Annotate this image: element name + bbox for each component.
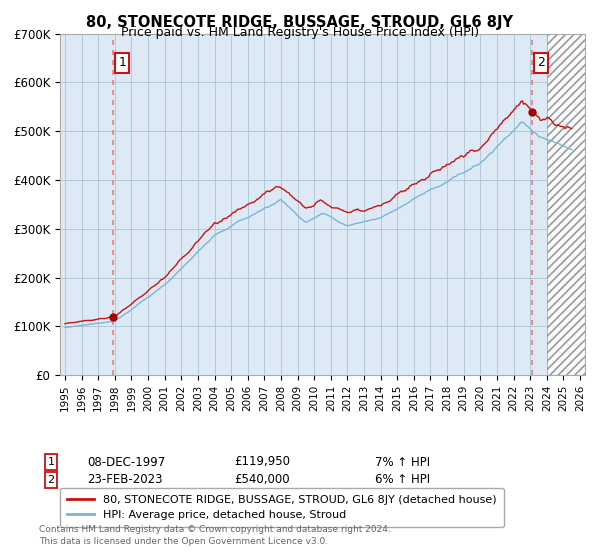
- Text: Price paid vs. HM Land Registry's House Price Index (HPI): Price paid vs. HM Land Registry's House …: [121, 26, 479, 39]
- Legend: 80, STONECOTE RIDGE, BUSSAGE, STROUD, GL6 8JY (detached house), HPI: Average pri: 80, STONECOTE RIDGE, BUSSAGE, STROUD, GL…: [60, 488, 503, 527]
- Text: 6% ↑ HPI: 6% ↑ HPI: [375, 473, 430, 487]
- Text: Contains HM Land Registry data © Crown copyright and database right 2024.
This d: Contains HM Land Registry data © Crown c…: [39, 525, 391, 546]
- Text: £119,950: £119,950: [234, 455, 290, 469]
- Text: 7% ↑ HPI: 7% ↑ HPI: [375, 455, 430, 469]
- Text: 1: 1: [47, 457, 55, 467]
- Text: 2: 2: [47, 475, 55, 485]
- Bar: [547, 34, 585, 375]
- Text: 23-FEB-2023: 23-FEB-2023: [87, 473, 163, 487]
- Text: 1: 1: [118, 57, 127, 69]
- Text: 80, STONECOTE RIDGE, BUSSAGE, STROUD, GL6 8JY: 80, STONECOTE RIDGE, BUSSAGE, STROUD, GL…: [86, 15, 514, 30]
- Text: 2: 2: [537, 57, 545, 69]
- Text: 08-DEC-1997: 08-DEC-1997: [87, 455, 165, 469]
- Text: £540,000: £540,000: [234, 473, 290, 487]
